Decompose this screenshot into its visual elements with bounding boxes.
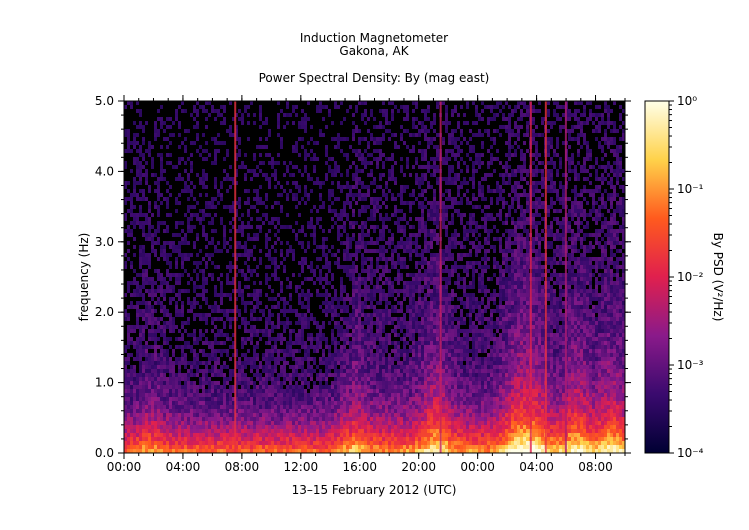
x-tick-label: 04:00 — [519, 460, 554, 474]
y-tick-label: 5.0 — [95, 94, 114, 108]
spectrogram-image — [123, 100, 626, 454]
x-tick-label: 00:00 — [460, 460, 495, 474]
chart-title: Induction Magnetometer — [300, 31, 448, 45]
x-axis: 00:00 04:00 08:00 12:00 16:00 20:00 00:00 04:00… — [107, 95, 626, 474]
x-axis-label: 13–15 February 2012 (UTC) — [292, 483, 457, 497]
x-tick-label: 16:00 — [342, 460, 377, 474]
x-tick-label: 20:00 — [401, 460, 436, 474]
y-tick-label: 1.0 — [95, 376, 114, 390]
colorbar-tick-label: 10⁰ — [677, 94, 697, 108]
y-axis: 0.0 1.0 2.0 3.0 4.0 5.0 — [95, 94, 631, 460]
x-tick-label: 00:00 — [107, 460, 142, 474]
plot-title: Power Spectral Density: By (mag east) — [259, 71, 490, 85]
colorbar-ticks: 10⁻⁴ 10⁻³ 10⁻² 10⁻¹ 10⁰ — [669, 94, 704, 460]
colorbar-label: By PSD (V²/Hz) — [711, 233, 725, 322]
y-tick-label: 4.0 — [95, 164, 114, 178]
x-tick-label: 08:00 — [225, 460, 260, 474]
x-tick-label: 04:00 — [166, 460, 201, 474]
y-tick-label: 3.0 — [95, 235, 114, 249]
x-tick-label: 12:00 — [284, 460, 319, 474]
colorbar-tick-label: 10⁻³ — [677, 358, 704, 372]
colorbar-tick-label: 10⁻² — [677, 270, 704, 284]
y-tick-label: 2.0 — [95, 305, 114, 319]
spectrogram-cells — [124, 101, 625, 453]
y-tick-label: 0.0 — [95, 446, 114, 460]
colorbar — [644, 100, 670, 454]
x-tick-label: 08:00 — [578, 460, 613, 474]
colorbar-tick-label: 10⁻⁴ — [677, 446, 704, 460]
y-axis-label: frequency (Hz) — [77, 233, 91, 322]
colorbar-tick-label: 10⁻¹ — [677, 182, 704, 196]
chart-subtitle: Gakona, AK — [339, 44, 409, 58]
